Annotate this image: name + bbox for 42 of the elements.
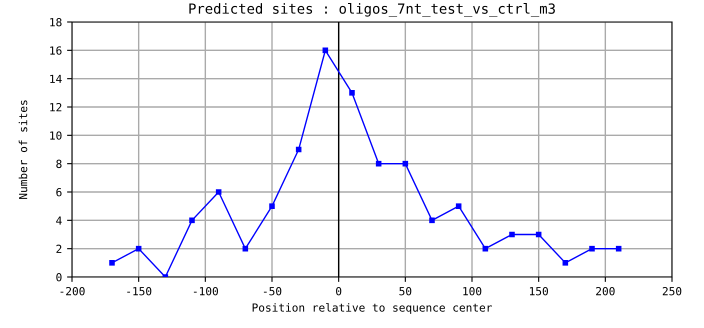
x-tick-label: 250 <box>662 286 682 296</box>
y-tick-label: 14 <box>50 74 62 83</box>
x-axis-title: Position relative to sequence center <box>252 303 492 314</box>
y-tick-label: 18 <box>50 18 62 26</box>
point <box>136 246 142 252</box>
point <box>562 260 568 266</box>
x-tick-label: -50 <box>264 286 282 296</box>
y-tick-label: 2 <box>56 244 62 253</box>
point <box>216 189 222 195</box>
point <box>242 246 248 252</box>
point <box>402 160 408 166</box>
y-tick-label: 6 <box>56 188 62 196</box>
point <box>109 260 115 266</box>
y-tick-label: 0 <box>56 273 62 282</box>
y-tick-label: 4 <box>56 216 62 225</box>
y-axis-title: Number of sites <box>18 100 28 199</box>
x-tick-label: -150 <box>127 286 152 296</box>
x-tick-label: 0 <box>336 286 342 296</box>
point <box>349 90 355 96</box>
point <box>269 203 275 209</box>
x-tick-label: 150 <box>530 286 548 296</box>
point <box>189 218 195 224</box>
x-tick-label: 200 <box>596 286 615 296</box>
point <box>509 232 515 238</box>
point <box>482 246 488 252</box>
x-tick-label: -200 <box>60 286 85 296</box>
point <box>296 146 302 152</box>
point <box>376 160 382 166</box>
point <box>322 48 328 54</box>
y-tick-label: 8 <box>56 160 62 168</box>
point <box>429 218 435 224</box>
point <box>616 246 622 252</box>
point <box>456 203 462 209</box>
chart-title: Predicted sites : oligos_7nt_test_vs_ctrl_m3 <box>189 3 555 17</box>
y-tick-label: 10 <box>50 131 62 140</box>
y-tick-label: 16 <box>50 46 62 55</box>
x-tick-label: -100 <box>194 286 218 296</box>
point <box>589 246 595 252</box>
x-tick-label: 100 <box>463 286 482 296</box>
y-tick-label: 12 <box>50 103 62 112</box>
point <box>536 232 542 238</box>
x-tick-label: 50 <box>399 286 412 296</box>
